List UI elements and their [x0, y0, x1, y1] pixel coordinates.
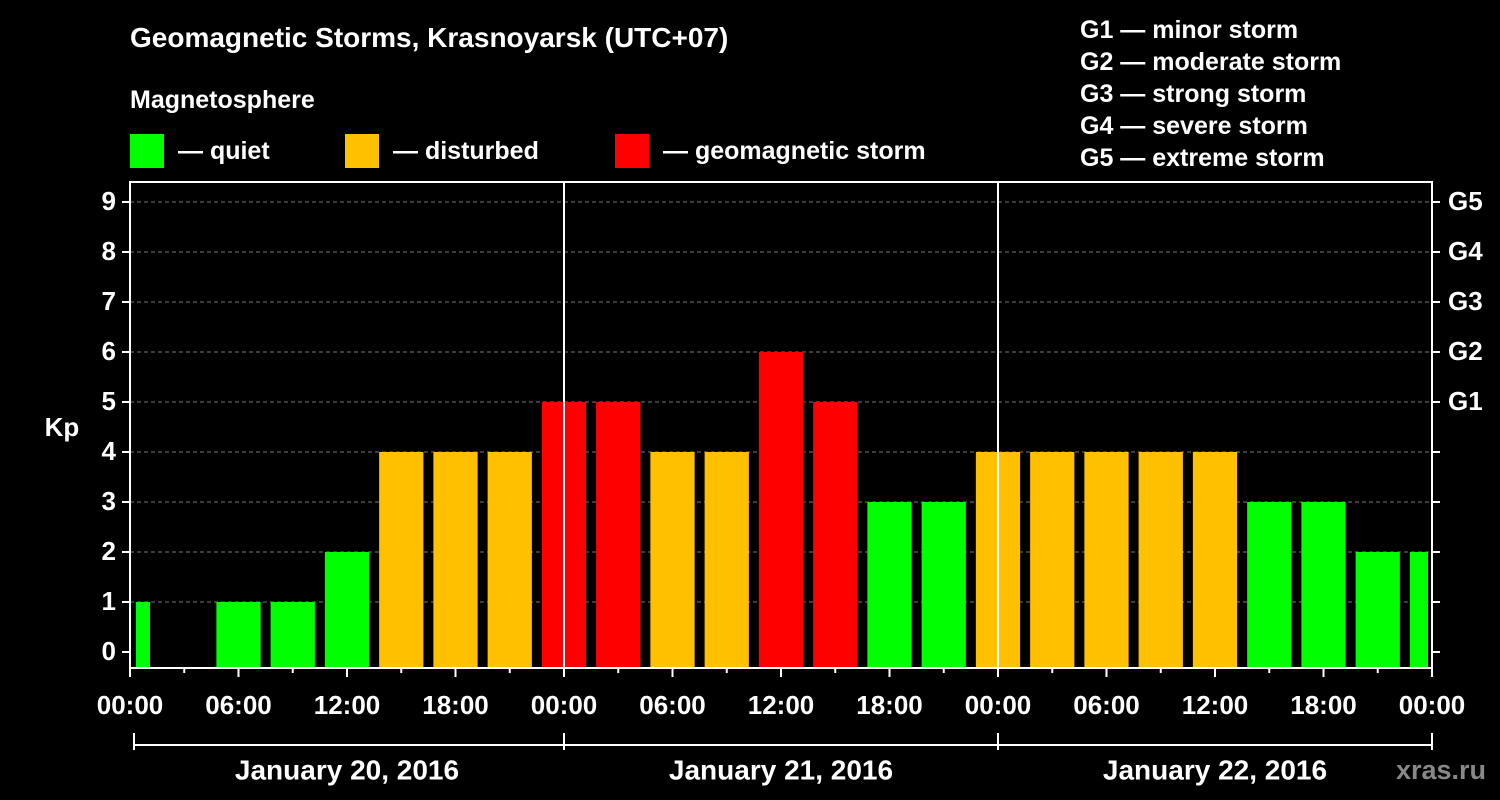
- legend-swatch-quiet: [130, 134, 164, 168]
- g-scale-label: G3: [1448, 286, 1483, 316]
- x-tick-label: 00:00: [531, 690, 598, 720]
- scale-g5: G5 — extreme storm: [1080, 144, 1325, 172]
- kp-bar: [650, 452, 695, 668]
- x-tick-label: 12:00: [314, 690, 381, 720]
- g-scale-label: G1: [1448, 386, 1483, 416]
- g-scale-label: G4: [1448, 236, 1483, 266]
- x-tick-label: 00:00: [1399, 690, 1466, 720]
- kp-bar: [1355, 552, 1400, 668]
- y-tick-label: 8: [102, 236, 116, 266]
- kp-bar: [1138, 452, 1183, 668]
- watermark: xras.ru: [1395, 755, 1486, 785]
- kp-bar: [867, 502, 912, 668]
- date-label: January 21, 2016: [669, 754, 893, 785]
- kp-bar: [704, 452, 749, 668]
- kp-bar: [1247, 502, 1292, 668]
- kp-bar: [487, 452, 532, 668]
- kp-bar: [1301, 502, 1346, 668]
- legend-label-storm: — geomagnetic storm: [663, 136, 926, 165]
- kp-bar: [270, 602, 315, 668]
- x-tick-label: 00:00: [97, 690, 164, 720]
- kp-bar: [433, 452, 478, 668]
- kp-bar: [921, 502, 966, 668]
- kp-bar: [216, 602, 261, 668]
- kp-bar: [1084, 452, 1129, 668]
- legend-label-disturbed: — disturbed: [393, 136, 539, 165]
- y-tick-label: 6: [102, 336, 116, 366]
- x-tick-label: 18:00: [1290, 690, 1357, 720]
- kp-bar: [379, 452, 424, 668]
- g-scale-label: G2: [1448, 336, 1483, 366]
- y-tick-label: 5: [102, 386, 116, 416]
- y-tick-label: 3: [102, 486, 116, 516]
- y-tick-label: 4: [102, 436, 117, 466]
- x-tick-label: 06:00: [1073, 690, 1140, 720]
- y-tick-label: 0: [102, 636, 116, 666]
- x-tick-label: 12:00: [748, 690, 815, 720]
- storm-scale-legend: G1 — minor storm G2 — moderate storm G3 …: [1080, 14, 1341, 174]
- y-tick-label: 7: [102, 286, 116, 316]
- x-tick-label: 06:00: [205, 690, 272, 720]
- legend-item-disturbed: — disturbed: [345, 134, 539, 168]
- y-tick-label: 1: [102, 586, 116, 616]
- kp-bar: [136, 602, 150, 668]
- scale-g1: G1 — minor storm: [1080, 16, 1299, 44]
- chart-title: Geomagnetic Storms, Krasnoyarsk (UTC+07): [130, 22, 729, 53]
- y-tick-label: 9: [102, 186, 116, 216]
- date-label: January 22, 2016: [1103, 754, 1327, 785]
- x-tick-label: 06:00: [639, 690, 706, 720]
- g-scale-label: G5: [1448, 186, 1483, 216]
- kp-bar: [758, 352, 804, 668]
- legend-item-storm: — geomagnetic storm: [615, 134, 926, 168]
- scale-g2: G2 — moderate storm: [1080, 48, 1342, 76]
- x-tick-label: 18:00: [856, 690, 923, 720]
- y-tick-label: 2: [102, 536, 116, 566]
- y-axis-label: Kp: [45, 412, 80, 442]
- kp-bar: [813, 402, 858, 668]
- kp-bar: [1192, 452, 1238, 668]
- x-tick-label: 18:00: [422, 690, 489, 720]
- kp-bar: [324, 552, 370, 668]
- legend-label-quiet: — quiet: [178, 136, 270, 165]
- legend-item-quiet: — quiet: [130, 134, 270, 168]
- scale-g3: G3 — strong storm: [1080, 80, 1307, 108]
- legend-heading: Magnetosphere: [130, 86, 315, 114]
- legend-swatch-disturbed: [345, 134, 379, 168]
- x-tick-label: 12:00: [1182, 690, 1249, 720]
- x-tick-label: 00:00: [965, 690, 1032, 720]
- legend-swatch-storm: [615, 134, 649, 168]
- kp-bar: [596, 402, 641, 668]
- kp-bar: [1409, 552, 1428, 668]
- scale-g4: G4 — severe storm: [1080, 112, 1308, 140]
- kp-bar: [1030, 452, 1075, 668]
- date-label: January 20, 2016: [235, 754, 459, 785]
